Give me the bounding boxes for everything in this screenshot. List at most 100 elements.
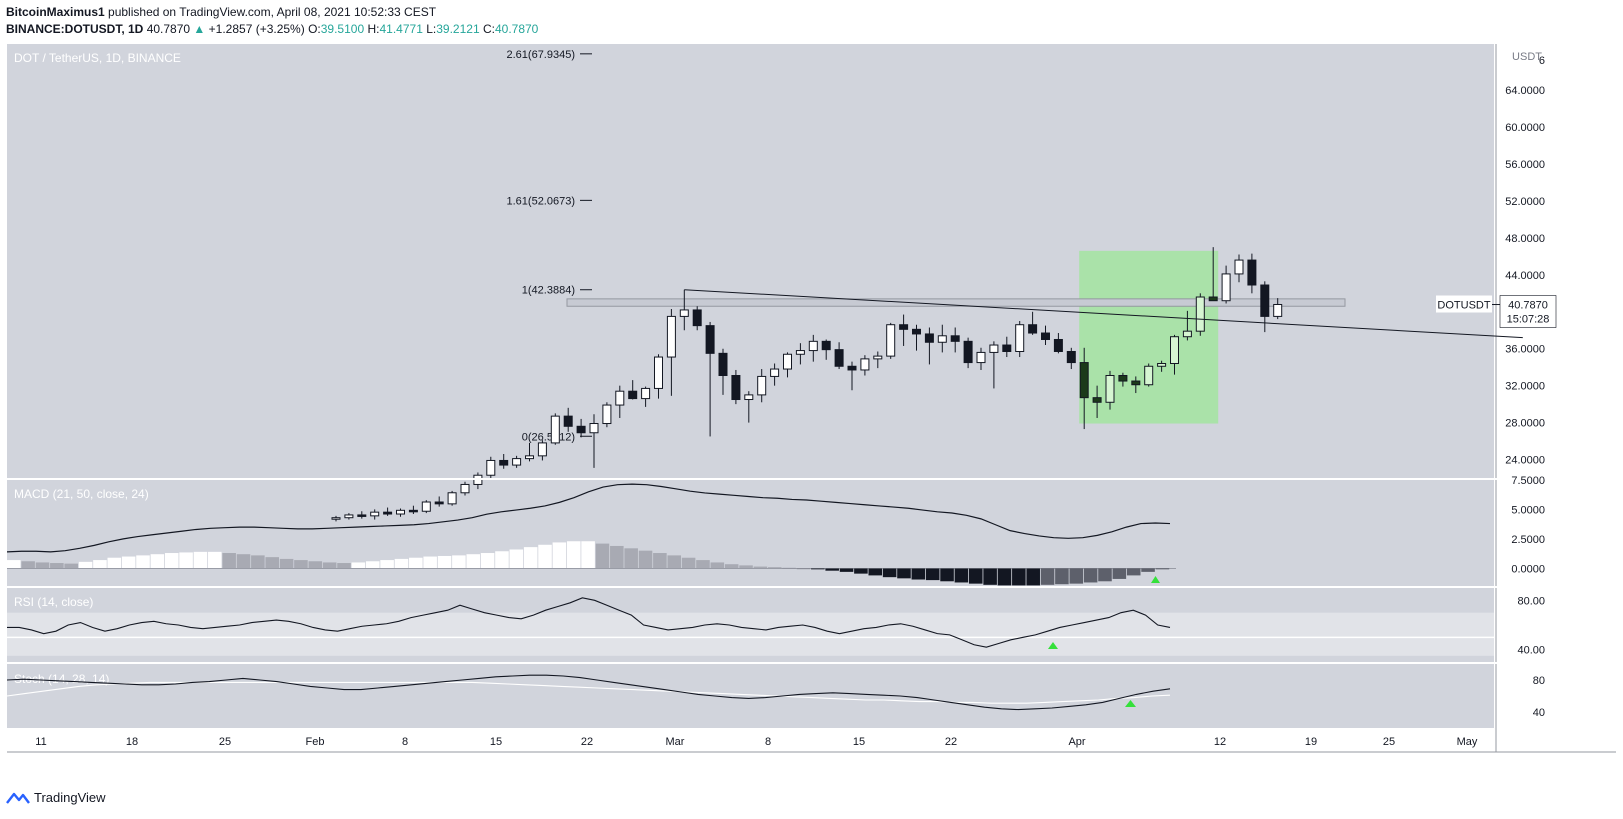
macd-histogram-bar (653, 553, 667, 569)
candle-body (886, 324, 896, 357)
macd-histogram-bar (480, 553, 495, 569)
candle-body (512, 458, 522, 466)
pane-bg-stoch (7, 664, 1494, 728)
candle-body (331, 517, 341, 520)
macd-histogram-bar (1040, 568, 1055, 585)
macd-histogram-bar (509, 549, 524, 569)
candle-body (847, 365, 857, 371)
candle-body (1053, 338, 1063, 352)
macd-histogram-bar (437, 555, 452, 569)
macd-histogram-bar (710, 562, 725, 569)
macd-histogram-bar (193, 551, 208, 569)
rsi-axis-tick: 40.00 (1517, 645, 1545, 657)
price-axis-tick: 6 (1539, 55, 1545, 67)
candle-body (525, 455, 534, 460)
symbol-line: BINANCE:DOTUSDT, 1D 40.7870 ▲ +1.2857 (+… (6, 22, 538, 36)
macd-histogram-bar (121, 556, 136, 569)
candle-body (666, 315, 676, 358)
macd-histogram-bar (897, 568, 911, 579)
macd-histogram-bar (64, 563, 78, 569)
price-axis-tick: 44.0000 (1505, 270, 1545, 282)
candle-body (1182, 330, 1192, 338)
candle-body (873, 355, 883, 360)
pane-bg-macd (7, 480, 1494, 586)
author-name[interactable]: BitcoinMaximus1 (6, 5, 105, 19)
time-axis-tick: 8 (765, 736, 771, 748)
candle-body (641, 387, 651, 400)
low-value: 39.2121 (436, 22, 480, 36)
macd-histogram-bar (394, 558, 409, 569)
candle-body (950, 335, 960, 342)
macd-histogram-bar (739, 565, 753, 569)
candle-body (912, 328, 921, 335)
macd-histogram-bar (753, 566, 768, 569)
macd-histogram-bar (667, 555, 682, 569)
time-axis-tick: Feb (306, 736, 325, 748)
macd-histogram-bar (150, 554, 165, 569)
price-axis-tick: 32.0000 (1505, 381, 1545, 393)
candle-body (808, 340, 818, 352)
macd-histogram-bar (983, 568, 997, 585)
macd-histogram-bar (21, 561, 35, 569)
macd-histogram-bar (825, 568, 839, 571)
candle-body (628, 390, 638, 400)
macd-histogram-bar (581, 541, 595, 569)
price-axis-tick: 28.0000 (1505, 418, 1545, 430)
macd-axis-tick: 5.0000 (1511, 504, 1545, 516)
candle-body (421, 501, 431, 512)
rsi-title: RSI (14, close) (14, 595, 93, 609)
candle-body (1157, 362, 1167, 367)
symbol-tag-bg (1436, 295, 1492, 313)
stoch-axis-tick: 40 (1533, 707, 1545, 719)
time-axis-tick: 18 (126, 736, 138, 748)
candle-body (989, 344, 999, 353)
macd-histogram-bar (251, 555, 265, 569)
macd-histogram-bar (724, 564, 739, 569)
candle-body (1092, 397, 1102, 403)
high-label: H: (367, 22, 380, 36)
countdown-tag: 15:07:28 (1507, 314, 1550, 326)
candle-body (576, 425, 586, 434)
time-axis-tick: 19 (1305, 736, 1317, 748)
last-price-tag: 40.7870 (1508, 300, 1548, 312)
macd-histogram-bar (78, 561, 93, 569)
macd-histogram-bar (294, 560, 308, 569)
macd-histogram-bar (566, 541, 581, 569)
price-axis-tick: 48.0000 (1505, 233, 1545, 245)
candle-body (1273, 303, 1283, 317)
macd-histogram-bar (35, 562, 50, 569)
candle-body (563, 415, 573, 427)
candle-body (976, 351, 986, 364)
candle-body (654, 356, 663, 389)
time-axis-tick: 11 (35, 736, 46, 748)
macd-histogram-bar (538, 544, 552, 569)
time-axis-tick: Mar (666, 736, 685, 748)
macd-histogram-bar (107, 557, 122, 569)
macd-axis-tick: 0.0000 (1511, 563, 1545, 575)
candle-body (1260, 284, 1270, 317)
macd-histogram-bar (854, 568, 868, 574)
macd-histogram-bar (638, 550, 653, 569)
candle-body (589, 423, 599, 434)
open-label: O: (308, 22, 321, 36)
candle-body (1170, 336, 1179, 364)
macd-histogram-bar (523, 547, 538, 569)
candle-body (718, 352, 728, 377)
macd-histogram-bar (595, 543, 610, 569)
fib-level-label: 2.61(67.9345) (507, 49, 576, 61)
candle-body (1118, 375, 1128, 382)
candle-body (1041, 332, 1050, 340)
published-text: published on TradingView.com, April 08, … (104, 5, 437, 19)
accumulation-box (1079, 250, 1219, 424)
candle-body (1195, 296, 1205, 332)
candle-body (602, 404, 612, 425)
macd-histogram-bar (279, 558, 294, 569)
macd-histogram-bar (236, 554, 251, 569)
resistance-zone (566, 298, 1346, 307)
macd-histogram-bar (337, 563, 351, 569)
macd-histogram-bar (811, 568, 825, 570)
candle-body (615, 390, 625, 406)
tradingview-footer[interactable]: TradingView (6, 790, 106, 805)
open-value: 39.5100 (320, 22, 365, 36)
